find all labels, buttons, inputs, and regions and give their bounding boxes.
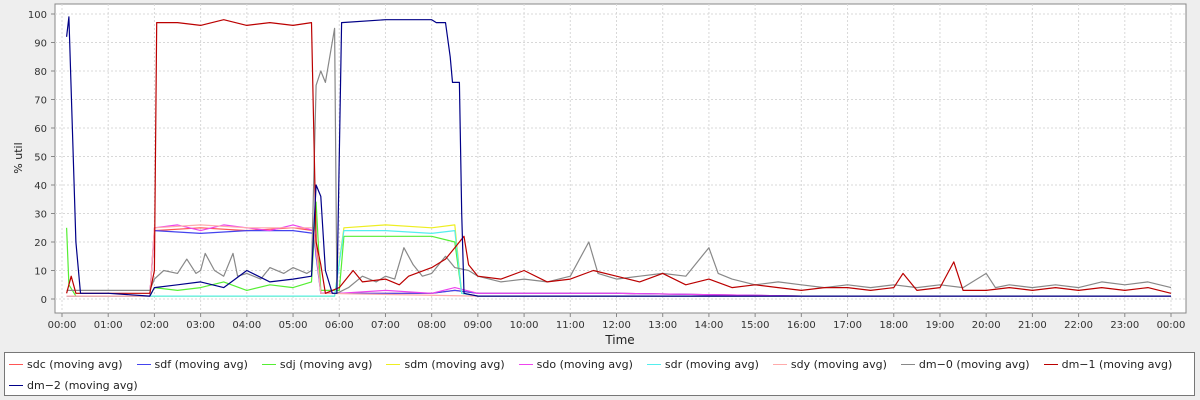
y-tick-label: 40 [34, 181, 47, 192]
legend-label: sdf (moving avg) [154, 357, 248, 371]
series-line [66, 27, 1172, 294]
y-axis-label: % util [12, 142, 25, 173]
x-tick-label: 15:00 [741, 320, 770, 331]
x-tick-label: 20:00 [972, 320, 1001, 331]
y-tick-label: 60 [34, 124, 47, 135]
x-tick-label: 21:00 [1018, 320, 1047, 331]
x-tick-label: 01:00 [94, 320, 123, 331]
x-tick-label: 02:00 [140, 320, 169, 331]
x-tick-label: 11:00 [556, 320, 585, 331]
legend-swatch [646, 363, 661, 365]
legend-item: sdf (moving avg) [136, 357, 248, 371]
legend-item: dm−0 (moving avg) [900, 357, 1030, 371]
x-tick-label: 19:00 [926, 320, 955, 331]
y-tick-label: 100 [28, 10, 47, 21]
plot-background [54, 3, 1187, 314]
legend-label: sdo (moving avg) [536, 357, 633, 371]
legend-label: dm−0 (moving avg) [918, 357, 1030, 371]
legend-label: sdc (moving avg) [27, 357, 123, 371]
chart-area: 0 10 20 30 40 50 60 70 80 90 100 00:00 01:00 02:00 03… [12, 3, 1187, 347]
x-tick-label: 23:00 [1110, 320, 1139, 331]
x-tick-label: 03:00 [186, 320, 215, 331]
x-tick-label: 12:00 [602, 320, 631, 331]
x-tick-label: 07:00 [371, 320, 400, 331]
legend-swatch [9, 384, 23, 386]
legend-row: sdc (moving avg) sdf (moving avg) sdj (mov… [5, 354, 1182, 374]
legend-label: sdy (moving avg) [790, 357, 887, 371]
legend-row: dm−2 (moving avg) [5, 375, 148, 395]
legend-item: sdc (moving avg) [9, 358, 123, 371]
series-line [66, 19, 1172, 294]
legend-item: sdo (moving avg) [518, 357, 633, 371]
x-tick-label: 17:00 [833, 320, 862, 331]
legend-swatch [9, 363, 23, 365]
line-chart: 0 10 20 30 40 50 60 70 80 90 100 00:00 01:00 02:00 03… [12, 3, 1187, 347]
series-line [66, 16, 1171, 297]
x-tick-label: 09:00 [463, 320, 492, 331]
y-tick-label: 80 [34, 67, 47, 78]
legend-swatch [261, 363, 276, 365]
x-tick-label: 18:00 [879, 320, 908, 331]
x-tick-label: 22:00 [1064, 320, 1093, 331]
y-axis-ticks: 0 10 20 30 40 50 60 70 80 90 100 [28, 10, 55, 306]
legend-item: sdr (moving avg) [646, 357, 759, 371]
legend-label: sdm (moving avg) [404, 357, 505, 371]
x-tick-label: 13:00 [648, 320, 677, 331]
y-tick-label: 20 [34, 238, 47, 249]
legend-swatch [518, 363, 533, 365]
legend-item: sdy (moving avg) [772, 357, 887, 371]
legend-item: dm−2 (moving avg) [9, 379, 138, 392]
series-line [66, 224, 1171, 297]
legend-item: sdm (moving avg) [386, 357, 505, 371]
y-tick-label: 10 [34, 267, 47, 278]
legend-item: sdj (moving avg) [261, 357, 373, 371]
x-tick-label: 16:00 [787, 320, 816, 331]
x-tick-label: 06:00 [325, 320, 354, 331]
legend-label: sdr (moving avg) [664, 357, 759, 371]
x-axis-ticks: 00:00 01:00 02:00 03:00 04:00 05:00 06:00 07:00… [48, 313, 1186, 331]
legend-swatch [1043, 363, 1058, 365]
x-tick-label: 04:00 [232, 320, 261, 331]
legend-item: dm−1 (moving avg) [1043, 357, 1173, 371]
x-tick-label: 00:00 [1157, 320, 1186, 331]
x-tick-label: 14:00 [695, 320, 724, 331]
x-tick-label: 08:00 [417, 320, 446, 331]
series-lines [66, 16, 1172, 297]
y-tick-label: 50 [34, 153, 47, 164]
legend-label: dm−2 (moving avg) [27, 378, 138, 392]
legend-label: dm−1 (moving avg) [1061, 357, 1173, 371]
legend-swatch [136, 363, 151, 365]
x-tick-label: 00:00 [48, 320, 77, 331]
legend-label: sdj (moving avg) [279, 357, 373, 371]
x-tick-label: 10:00 [510, 320, 539, 331]
y-tick-label: 90 [34, 39, 47, 50]
legend-swatch [772, 363, 787, 365]
legend: sdc (moving avg) sdf (moving avg) sdj (mov… [4, 352, 1195, 396]
y-tick-label: 0 [41, 295, 47, 306]
y-tick-label: 70 [34, 96, 47, 107]
legend-swatch [900, 363, 915, 365]
y-tick-label: 30 [34, 210, 47, 221]
x-tick-label: 05:00 [279, 320, 308, 331]
legend-swatch [386, 363, 401, 365]
x-axis-label: Time [604, 333, 634, 347]
